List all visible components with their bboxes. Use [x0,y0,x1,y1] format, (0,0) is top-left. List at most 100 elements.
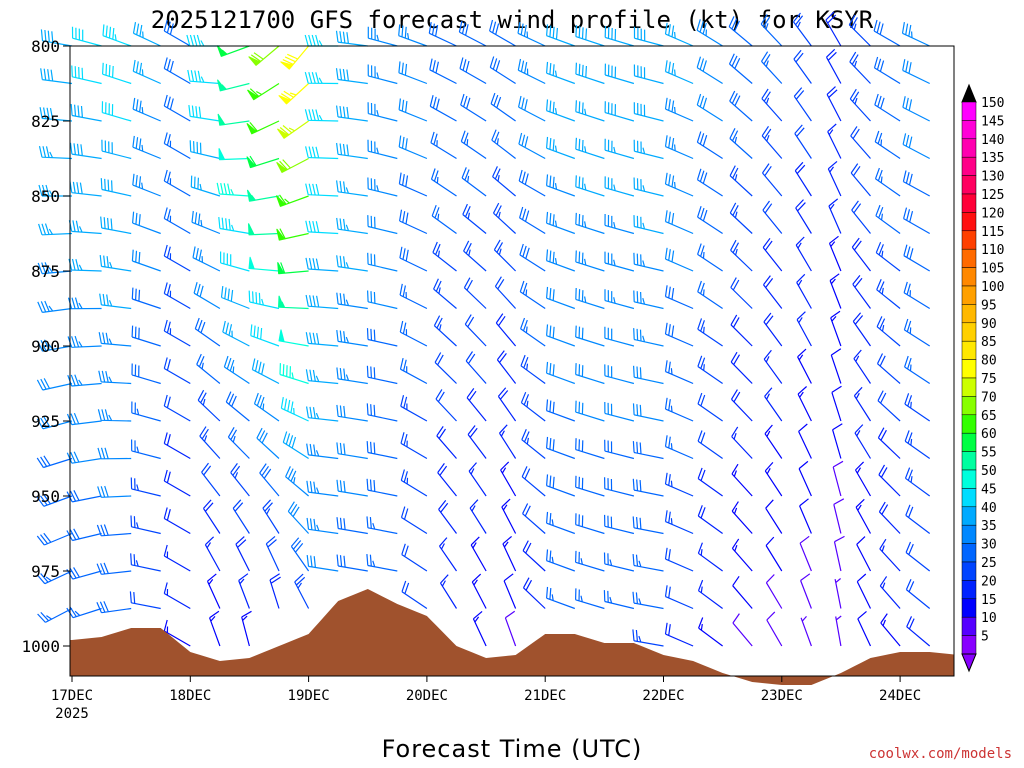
wind-barb [904,355,931,385]
wind-barb [458,20,487,47]
wind-barb [632,403,664,422]
wind-barb [633,215,664,235]
wind-barb [66,490,102,503]
colorbar-swatch [961,267,977,287]
wind-barb [439,537,457,572]
colorbar-label: 135 [981,151,1004,166]
wind-barb [546,211,576,235]
wind-barb [633,290,664,310]
wind-barb [38,223,73,236]
wind-barb [497,387,517,422]
wind-barb [430,168,457,197]
wind-barb [132,97,161,122]
colorbar-swatch [961,138,977,158]
wind-barb [664,135,694,160]
wind-barb [796,273,812,309]
wind-barb [632,441,664,460]
colorbar-label: 80 [981,354,997,369]
wind-barb [855,498,872,534]
wind-barb [287,501,310,534]
wind-barb [546,474,576,497]
wind-barb [632,591,664,610]
wind-barb [336,292,368,310]
wind-barb [278,329,309,347]
colorbar-label: 75 [981,372,997,387]
wind-barb [696,19,723,47]
wind-barb [828,198,842,234]
colorbar-swatch [961,414,977,434]
colorbar-swatch [961,248,977,268]
plot-frame [69,45,955,677]
wind-barb [336,554,368,572]
x-tick-label: 24DEC [879,688,921,704]
wind-barb [96,601,132,614]
wind-barb [430,131,457,160]
wind-barb [220,286,250,310]
colorbar-label: 95 [981,298,997,313]
wind-barb [306,443,339,460]
wind-barb [575,25,605,47]
wind-barb [903,281,931,310]
wind-barb [874,93,901,122]
wind-barb [186,34,220,47]
wind-barb [546,99,576,122]
y-tick-label: 850 [31,187,60,206]
wind-barb [731,463,753,497]
wind-barb [102,62,132,85]
wind-barb [246,155,280,169]
wind-barb [196,353,221,384]
colorbar-swatch [961,304,977,324]
wind-barb [793,49,812,84]
wind-barb [730,351,753,384]
wind-barb [546,249,576,272]
colorbar-label: 25 [981,556,997,571]
wind-barb [201,462,221,497]
wind-barb [246,120,280,135]
wind-barb [546,361,576,385]
wind-barb [829,273,842,309]
wind-barb [129,591,161,610]
wind-barb [163,394,191,422]
wind-barb [763,275,783,309]
wind-barb [495,313,517,347]
wind-barb [766,611,783,647]
wind-barb [874,130,901,159]
wind-barb [305,294,339,310]
wind-barb [217,113,250,126]
wind-barb [36,570,73,585]
wind-barb [827,123,842,159]
wind-barb [498,424,517,459]
wind-barb [98,370,132,385]
wind-barb [434,352,457,384]
wind-barb [435,389,457,422]
wind-barb [66,412,102,426]
colorbar-label: 5 [981,630,989,645]
wind-barb [877,390,901,422]
wind-barb [575,550,605,572]
wind-barb [633,252,664,272]
wind-barb [799,535,812,572]
colorbar-swatch [961,212,977,232]
terrain-fill [70,589,954,685]
wind-barb [852,275,871,309]
wind-barb [604,251,635,272]
wind-barb [131,363,161,385]
wind-barb [856,573,872,609]
wind-barb [463,240,487,272]
wind-barb [664,60,694,85]
wind-barb [67,374,102,387]
wind-barb [764,387,783,422]
wind-barb [400,469,428,497]
wind-barb [827,160,842,197]
wind-barb [546,549,576,572]
wind-barb [163,94,191,122]
wind-barb [795,236,812,272]
wind-barb [732,575,753,609]
wind-barb [796,311,812,347]
wind-barb [903,318,931,347]
wind-barb [697,467,723,497]
wind-barbs [36,11,931,647]
wind-barb [472,610,487,647]
wind-barb [399,283,428,310]
wind-barb [879,538,901,572]
